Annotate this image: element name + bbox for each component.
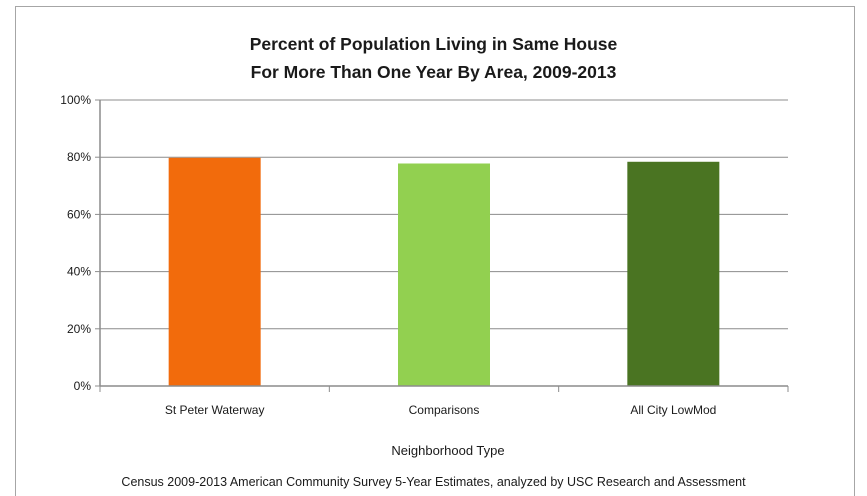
y-tick-label: 60% <box>67 207 91 221</box>
chart-title-line-1: Percent of Population Living in Same Hou… <box>249 34 618 54</box>
bar-chart: 0% 20% 40% 60% 80% 100% St Peter Waterway Comp… <box>60 93 789 458</box>
y-tick-label: 20% <box>67 322 91 336</box>
bar <box>398 163 490 386</box>
axes <box>95 99 789 392</box>
bar <box>168 157 261 386</box>
y-tick-label: 0% <box>74 379 92 393</box>
x-axis-title: Neighborhood Type <box>391 443 504 458</box>
bars <box>168 157 720 386</box>
y-tick-labels: 0% 20% 40% 60% 80% 100% <box>60 93 91 393</box>
x-tick-label: St Peter Waterway <box>165 403 265 417</box>
chart-frame <box>15 6 855 496</box>
x-tick-label: Comparisons <box>409 403 480 417</box>
chart-title-line-2: For More Than One Year By Area, 2009-201… <box>250 62 617 82</box>
y-tick-label: 40% <box>67 265 91 279</box>
y-tick-label: 100% <box>60 93 91 107</box>
x-tick-label: All City LowMod <box>630 403 716 417</box>
x-tick-labels: St Peter Waterway Comparisons All City Low… <box>165 403 716 417</box>
source-note: Census 2009-2013 American Community Surv… <box>121 475 746 489</box>
chart-title: Percent of Population Living in Same Hou… <box>0 30 867 86</box>
bar <box>627 161 720 386</box>
y-tick-label: 80% <box>67 150 91 164</box>
